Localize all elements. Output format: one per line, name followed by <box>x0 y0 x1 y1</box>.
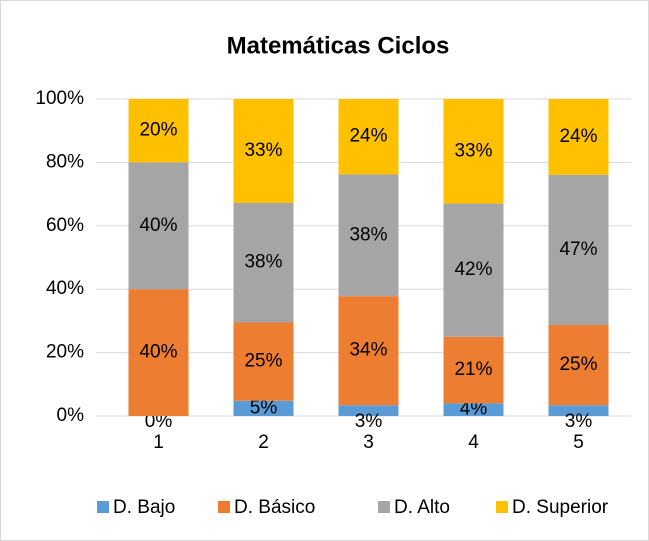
data-label: 42% <box>454 259 492 280</box>
bar-segment <box>338 99 399 175</box>
bar-segment <box>548 99 609 175</box>
data-label: 3% <box>355 411 383 432</box>
bar-segment <box>233 202 294 323</box>
data-label: 25% <box>244 351 282 372</box>
bar-segment <box>128 289 189 416</box>
bar-segment <box>548 405 609 416</box>
legend-swatch <box>496 501 508 513</box>
legend-swatch <box>218 501 230 513</box>
bar-segment <box>338 296 399 406</box>
bar-segment <box>233 322 294 401</box>
legend-swatch <box>378 501 390 513</box>
bar-segment <box>128 162 189 290</box>
y-tick-label: 80% <box>46 151 84 172</box>
y-tick-label: 0% <box>57 405 85 426</box>
data-label: 21% <box>454 359 492 380</box>
bar-segment <box>443 336 504 404</box>
y-tick-label: 60% <box>46 215 84 236</box>
data-label: 20% <box>139 120 177 141</box>
bar-segment <box>443 203 504 337</box>
data-label: 0% <box>145 411 173 432</box>
legend-label: D. Alto <box>394 497 450 518</box>
bar-segment <box>548 174 609 326</box>
bar-segment <box>443 403 504 416</box>
data-label: 33% <box>454 140 492 161</box>
y-tick-label: 40% <box>46 278 84 299</box>
legend-label: D. Básico <box>234 497 315 518</box>
bar-segment <box>338 405 399 416</box>
chart-title: Matemáticas Ciclos <box>227 32 450 59</box>
x-tick-label: 1 <box>153 432 164 453</box>
data-label: 24% <box>349 126 387 147</box>
data-label: 25% <box>559 354 597 375</box>
data-label: 40% <box>139 342 177 363</box>
legend-swatch <box>97 501 109 513</box>
bar-segment <box>233 99 294 203</box>
y-tick-label: 100% <box>35 88 84 109</box>
data-label: 4% <box>460 399 488 420</box>
data-label: 3% <box>565 411 593 432</box>
data-label: 38% <box>244 252 282 273</box>
bar-segment <box>443 99 504 204</box>
data-label: 5% <box>250 397 278 418</box>
bar-segment <box>233 400 294 416</box>
legend-label: D. Superior <box>512 497 609 518</box>
data-label: 38% <box>349 224 387 245</box>
data-label: 34% <box>349 340 387 361</box>
data-label: 33% <box>244 140 282 161</box>
x-tick-label: 3 <box>363 432 374 453</box>
data-label: 24% <box>559 126 597 147</box>
data-label: 40% <box>139 215 177 236</box>
data-label: 47% <box>559 239 597 260</box>
x-tick-label: 4 <box>468 432 479 453</box>
legend-label: D. Bajo <box>113 497 175 518</box>
bar-segment <box>548 325 609 406</box>
bar-segment <box>338 174 399 297</box>
x-tick-label: 5 <box>573 432 584 453</box>
y-tick-label: 20% <box>46 342 84 363</box>
x-tick-label: 2 <box>258 432 269 453</box>
bar-segment <box>128 99 189 163</box>
